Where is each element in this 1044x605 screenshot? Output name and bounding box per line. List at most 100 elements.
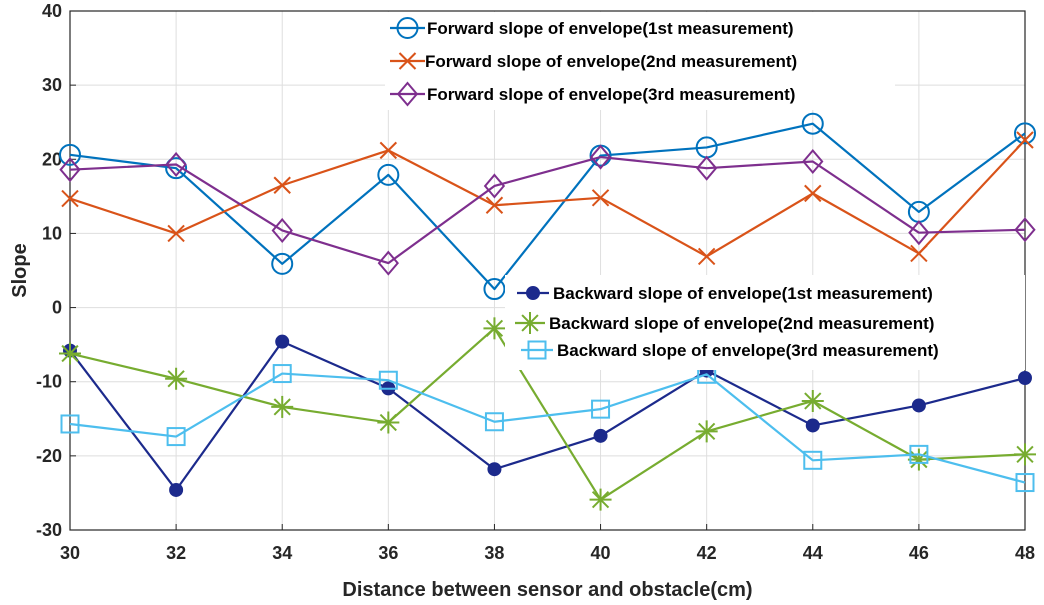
series-group xyxy=(59,112,1036,511)
legend-label: Backward slope of envelope(3rd measureme… xyxy=(557,341,939,360)
legend-label: Forward slope of envelope(1st measuremen… xyxy=(427,19,794,38)
legend-label: Backward slope of envelope(2nd measureme… xyxy=(549,314,934,333)
tick-labels: 30 32 34 36 38 40 42 44 46 48 40 30 20 10 0 -10 -20 -30 xyxy=(36,1,1035,563)
data-point-asterisk xyxy=(271,395,294,418)
y-tick-label: 0 xyxy=(52,298,62,318)
x-tick-label: 44 xyxy=(803,543,823,563)
data-point-circle-filled xyxy=(911,398,926,413)
series-line xyxy=(69,122,1026,291)
data-point-circle-filled xyxy=(805,418,820,433)
data-point-circle-open xyxy=(59,143,81,166)
series-line xyxy=(69,139,1026,258)
data-point-square-open xyxy=(591,399,611,419)
data-point-circle-filled xyxy=(275,334,290,349)
legend-entry: Forward slope of envelope(3rd measuremen… xyxy=(390,81,795,107)
data-point-square-open xyxy=(378,370,398,390)
data-point-diamond-open xyxy=(908,220,930,246)
y-tick-label: -30 xyxy=(36,520,62,540)
data-point-square-open xyxy=(272,364,292,384)
series-line xyxy=(69,372,1026,484)
data-point-diamond-open xyxy=(271,217,293,244)
data-point-asterisk xyxy=(519,312,541,334)
legend-label: Forward slope of envelope(3rd measuremen… xyxy=(427,85,795,104)
data-point-diamond-open xyxy=(589,144,612,170)
data-point-asterisk xyxy=(483,317,506,340)
y-tick-label: 40 xyxy=(42,1,62,21)
legend-entry: Forward slope of envelope(2nd measuremen… xyxy=(390,52,797,71)
plot-frame xyxy=(69,10,1026,531)
series-6 xyxy=(60,364,1035,493)
data-point-diamond-open xyxy=(377,250,399,276)
legend-box xyxy=(385,12,895,110)
data-point-x xyxy=(398,52,417,70)
legend: Backward slope of envelope(1st measureme… xyxy=(505,275,1025,370)
legend-box xyxy=(505,275,1025,370)
series-line xyxy=(69,327,1026,501)
series-1 xyxy=(59,112,1036,301)
data-point-square-open xyxy=(60,414,80,434)
data-point-square-open xyxy=(484,412,504,432)
data-point-diamond-open xyxy=(59,157,81,183)
data-point-diamond-open xyxy=(396,81,419,107)
data-point-square-open xyxy=(1015,473,1035,493)
data-point-x xyxy=(1016,131,1034,149)
data-point-circle-open xyxy=(801,112,824,135)
data-point-asterisk xyxy=(907,448,930,471)
data-point-x xyxy=(804,184,822,203)
y-axis-title: Slope xyxy=(9,243,31,297)
legend-label: Backward slope of envelope(1st measureme… xyxy=(553,284,933,303)
legend-entry: Backward slope of envelope(3rd measureme… xyxy=(521,340,939,360)
data-point-square-open xyxy=(527,340,547,360)
data-point-circle-open xyxy=(1014,122,1036,145)
x-tick-label: 34 xyxy=(272,543,292,563)
data-point-x xyxy=(485,196,504,214)
data-point-asterisk xyxy=(801,389,824,412)
data-point-circle-filled xyxy=(1018,371,1032,386)
data-point-diamond-open xyxy=(802,148,824,175)
y-tick-label: -10 xyxy=(36,372,62,392)
data-point-asterisk xyxy=(589,488,612,511)
data-point-circle-open xyxy=(483,278,506,301)
data-point-square-open xyxy=(166,427,186,447)
y-tick-label: 30 xyxy=(42,75,62,95)
legend-entry: Backward slope of envelope(2nd measureme… xyxy=(515,312,934,334)
x-tick-label: 40 xyxy=(591,543,611,563)
x-tick-label: 46 xyxy=(909,543,929,563)
data-point-asterisk xyxy=(165,367,188,390)
y-tick-label: 20 xyxy=(42,149,62,169)
data-point-x xyxy=(591,189,610,207)
x-tick-label: 32 xyxy=(166,543,186,563)
y-tick-label: 10 xyxy=(42,223,62,243)
x-tick-label: 42 xyxy=(697,543,717,563)
data-point-x xyxy=(167,224,185,243)
x-axis-title: Distance between sensor and obstacle(cm) xyxy=(342,579,752,601)
data-point-x xyxy=(61,189,79,208)
legend-label: Forward slope of envelope(2nd measuremen… xyxy=(425,52,797,71)
data-point-circle-open xyxy=(165,157,188,180)
series-line xyxy=(69,155,1026,265)
data-point-asterisk xyxy=(1014,443,1036,466)
legends: Forward slope of envelope(1st measuremen… xyxy=(385,12,1025,370)
y-tick-label: -20 xyxy=(36,446,62,466)
data-point-asterisk xyxy=(695,420,718,443)
series-2 xyxy=(61,131,1034,266)
data-point-asterisk xyxy=(59,342,81,365)
x-tick-label: 38 xyxy=(484,543,504,563)
data-point-circle-filled xyxy=(593,428,608,443)
data-point-x xyxy=(697,247,716,266)
data-point-square-open xyxy=(803,450,823,470)
data-point-circle-filled xyxy=(526,286,540,300)
legend: Forward slope of envelope(1st measuremen… xyxy=(385,12,895,110)
data-point-circle-filled xyxy=(487,462,502,477)
data-point-asterisk xyxy=(377,411,400,434)
legend-entry: Forward slope of envelope(1st measuremen… xyxy=(390,17,794,39)
data-point-circle-open xyxy=(396,17,419,39)
data-point-circle-open xyxy=(377,163,400,186)
x-tick-label: 48 xyxy=(1015,543,1035,563)
legend-entry: Backward slope of envelope(1st measureme… xyxy=(517,284,933,303)
x-tick-label: 36 xyxy=(378,543,398,563)
series-3 xyxy=(59,144,1036,276)
data-point-diamond-open xyxy=(483,173,506,199)
series-line xyxy=(69,340,1026,492)
